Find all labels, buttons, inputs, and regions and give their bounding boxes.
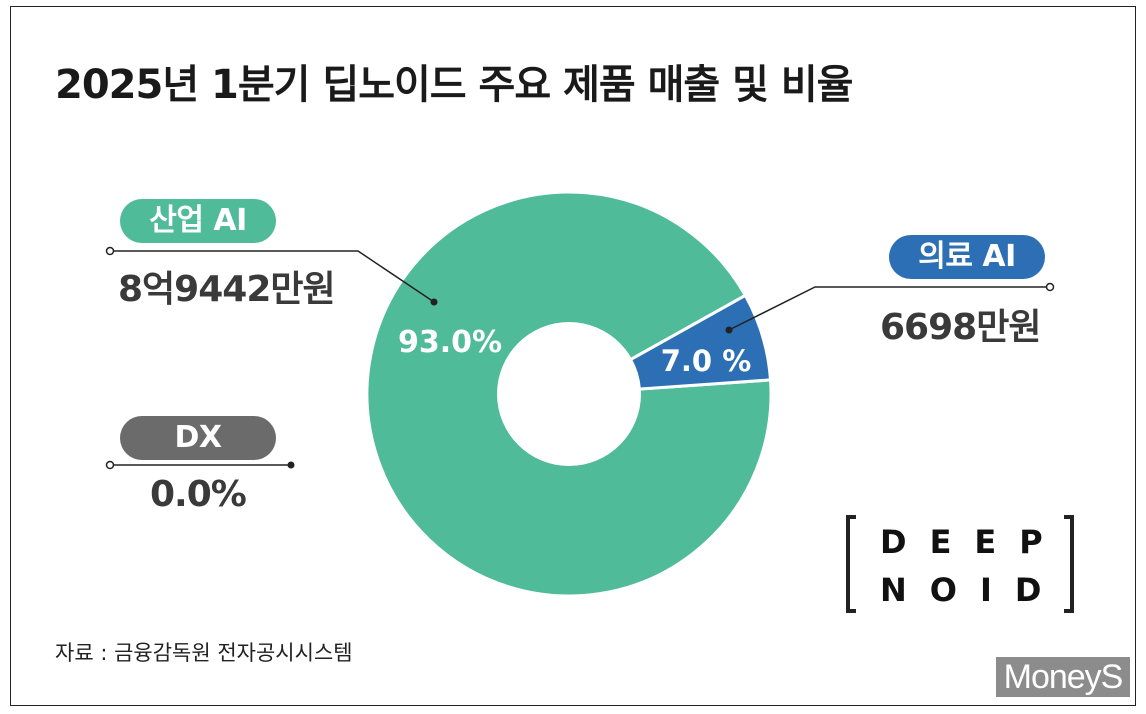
logo-bracket-right [1064, 515, 1074, 613]
moneys-brand: MoneyS [996, 657, 1130, 697]
source-note: 자료 : 금융감독원 전자공시시스템 [55, 641, 353, 665]
legend-pill-dx: DX [120, 416, 276, 460]
leader-medical-dot [725, 326, 733, 334]
leader-medical [728, 286, 1050, 331]
chart-title: 2025년 1분기 딥노이드 주요 제품 매출 및 비율 [55, 62, 853, 108]
slice-label-medical: 7.0 % [661, 344, 752, 378]
leader-industrial-dot [430, 298, 438, 306]
legend-pill-industrial: 산업 AI [120, 199, 276, 243]
leader-dx-end-marker [105, 460, 115, 470]
slice-label-industrial: 93.0% [398, 325, 502, 360]
value-industrial: 8억9442만원 [118, 269, 336, 310]
donut-hole [497, 322, 641, 466]
logo-text-row2: NOID [880, 571, 1065, 609]
leader-industrial [110, 250, 435, 303]
value-dx: 0.0% [150, 474, 247, 515]
deepnoid-logo: DEEP NOID [846, 515, 1074, 613]
logo-text-row1: DEEP [880, 523, 1066, 561]
leader-medical-end-marker [1045, 282, 1055, 292]
value-medical: 6698만원 [880, 307, 1041, 348]
leader-industrial-end-marker [105, 246, 115, 256]
logo-bracket-left [846, 515, 856, 613]
legend-pill-medical: 의료 AI [889, 235, 1045, 279]
leader-dx-dot [287, 461, 295, 469]
